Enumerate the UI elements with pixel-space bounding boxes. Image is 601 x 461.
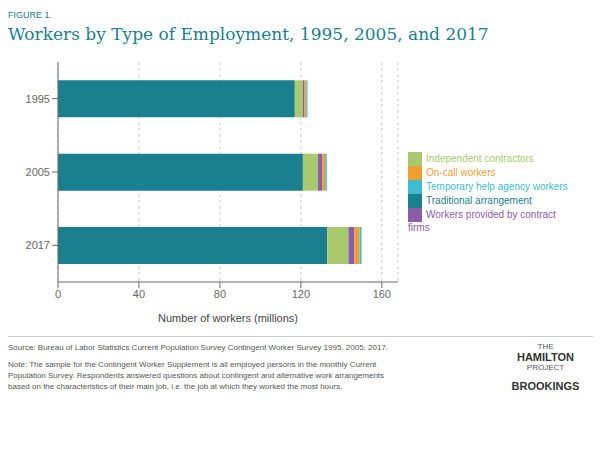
html-text:Workers provided by contract f: Workers provided by contract firms — [408, 208, 556, 233]
html-text:Traditional arrangement: Traditional arrangement — [426, 194, 532, 206]
html-text:FIGURE 1.: FIGURE 1. — [8, 10, 52, 20]
html-text:THE: THE — [537, 342, 554, 351]
html-text:On-call workers: On-call workers — [426, 166, 496, 178]
svg-text:120: 120 — [292, 288, 310, 300]
html-text:Independent contractors: Independent contractors — [426, 152, 534, 164]
svg-text:Number of workers (millions): Number of workers (millions) — [158, 312, 298, 324]
html-text:Temporary help agency workers: Temporary help agency workers — [426, 180, 568, 192]
svg-text:80: 80 — [214, 288, 226, 300]
html-text:Note: The sample for the Conti: Note: The sample for the Contingent Work… — [8, 360, 385, 391]
svg-text:2017: 2017 — [26, 239, 50, 251]
html-text:BROOKINGS: BROOKINGS — [511, 380, 580, 392]
svg-text:40: 40 — [133, 288, 145, 300]
svg-text:1995: 1995 — [26, 93, 50, 105]
svg-text:160: 160 — [373, 288, 391, 300]
svg-text:0: 0 — [55, 288, 61, 300]
html-text:PROJECT: PROJECT — [526, 363, 565, 372]
svg-text:2005: 2005 — [26, 166, 50, 178]
html-text:HAMILTON: HAMILTON — [517, 351, 574, 363]
html-text:Workers by Type of Employment,: Workers by Type of Employment, 1995, 200… — [8, 24, 489, 44]
html-text:Source: Bureau of Labor Statis: Source: Bureau of Labor Statistics Curre… — [8, 343, 389, 352]
